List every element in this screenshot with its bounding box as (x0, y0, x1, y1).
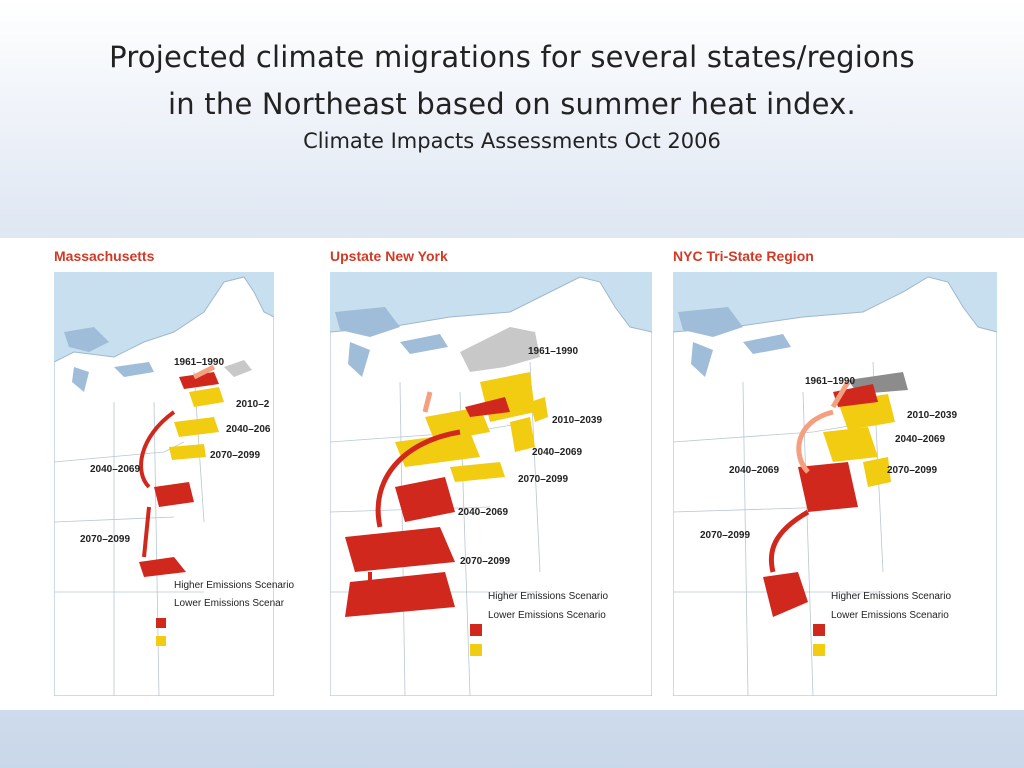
panel-title: Upstate New York (330, 248, 448, 264)
period-label: 2040–2069 (895, 434, 946, 445)
period-label: 2010–2039 (907, 410, 958, 421)
period-label: 2040–2069 (458, 507, 509, 518)
legend-higher: Higher Emissions Scenario (831, 591, 952, 602)
title-line-1: Projected climate migrations for several… (109, 40, 915, 74)
map (673, 272, 997, 696)
period-label: 2070–2099 (210, 450, 261, 461)
title-line-2: in the Northeast based on summer heat in… (168, 87, 856, 121)
nyc-tri-state-panel: NYC Tri-State Region (673, 238, 997, 710)
map (330, 272, 652, 696)
legend-lower: Lower Emissions Scenario (831, 610, 949, 621)
panel-title: NYC Tri-State Region (673, 248, 814, 264)
period-label: 2040–2069 (90, 464, 141, 475)
period-label: 1961–1990 (805, 376, 856, 387)
period-label: 2040–2069 (729, 465, 780, 476)
massachusetts-panel: Massachusetts (54, 238, 294, 710)
period-label: 1961–1990 (174, 357, 225, 368)
period-label: 2040–206 (226, 424, 271, 435)
period-label: 2010–2039 (552, 415, 603, 426)
period-label: 1961–1990 (528, 346, 579, 357)
period-label: 2070–2099 (80, 534, 131, 545)
legend-lower: Lower Emissions Scenario (488, 610, 606, 621)
upstate-new-york-panel: Upstate New York (330, 238, 652, 710)
legend-higher: Higher Emissions Scenario (488, 591, 609, 602)
period-label: 2070–2099 (700, 530, 751, 541)
period-label: 2070–2099 (518, 474, 569, 485)
panel-title: Massachusetts (54, 248, 155, 264)
period-label: 2010–2 (236, 399, 270, 410)
period-label: 2070–2099 (460, 556, 511, 567)
period-label: 2040–2069 (532, 447, 583, 458)
slide-title: Projected climate migrations for several… (0, 34, 1024, 128)
map (54, 272, 274, 696)
maps-image: Massachusetts (0, 238, 1024, 710)
legend-lower: Lower Emissions Scenar (174, 598, 285, 609)
slide-subtitle: Climate Impacts Assessments Oct 2006 (303, 129, 721, 153)
period-label: 2070–2099 (887, 465, 938, 476)
legend-higher: Higher Emissions Scenario (174, 580, 295, 591)
